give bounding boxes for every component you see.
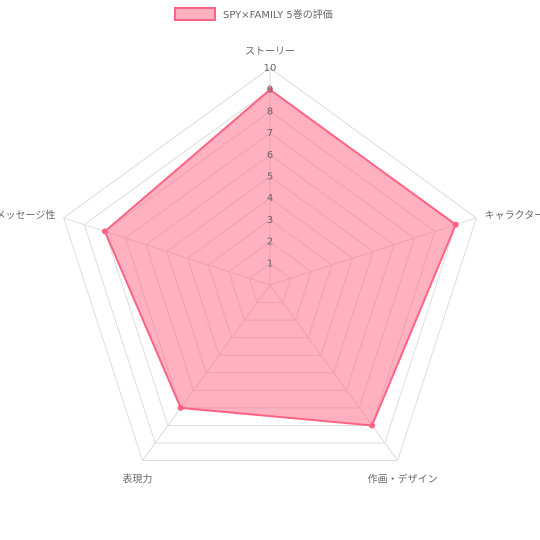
category-label: 作画・デザイン	[368, 473, 438, 486]
data-point	[177, 404, 184, 411]
category-label: 表現力	[122, 473, 152, 486]
tick-label: 3	[267, 215, 273, 226]
data-point	[101, 228, 108, 235]
tick-label: 8	[267, 106, 273, 117]
legend-swatch	[174, 7, 216, 21]
category-label: キャラクター	[485, 209, 540, 221]
tick-label: 9	[267, 85, 273, 96]
tick-label: 1	[267, 258, 273, 269]
legend-label: SPY×FAMILY 5巻の評価	[223, 8, 333, 21]
tick-label: 2	[267, 237, 273, 248]
tick-label: 6	[267, 150, 273, 161]
grid-line	[63, 67, 477, 462]
category-label: ストーリー	[245, 46, 295, 57]
tick-label: 10	[264, 63, 277, 74]
tick-label: 7	[267, 128, 273, 139]
data-point	[267, 86, 273, 93]
data-point	[369, 422, 376, 429]
category-label: メッセージ性	[0, 208, 55, 221]
tick-label: 5	[267, 172, 273, 183]
data-point	[452, 221, 459, 228]
radar-area	[103, 88, 457, 427]
tick-label: 4	[267, 193, 273, 204]
